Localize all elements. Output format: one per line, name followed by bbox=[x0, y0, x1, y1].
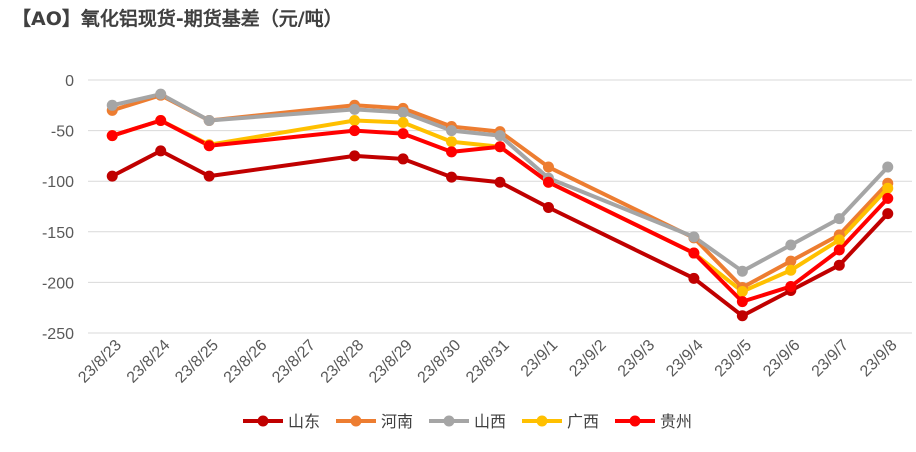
x-tick-label: 23/9/4 bbox=[663, 337, 707, 381]
data-point bbox=[882, 182, 894, 194]
y-tick-label: 0 bbox=[65, 73, 74, 90]
x-tick-label: 23/9/1 bbox=[518, 337, 562, 381]
data-point bbox=[494, 141, 506, 153]
data-point bbox=[203, 114, 215, 126]
x-tick-label: 23/8/30 bbox=[415, 337, 465, 387]
legend-label: 山西 bbox=[474, 412, 506, 431]
series-line-河南 bbox=[110, 93, 890, 290]
data-point bbox=[397, 128, 409, 140]
x-tick-label: 23/9/6 bbox=[760, 337, 804, 381]
y-axis-ticks: 0 -50 -100 -150 -200 -250 bbox=[42, 73, 74, 343]
data-point bbox=[155, 145, 167, 157]
x-tick-label: 23/9/5 bbox=[712, 337, 756, 381]
data-point bbox=[785, 239, 797, 251]
legend-swatch-marker bbox=[536, 415, 548, 427]
x-tick-label: 23/8/23 bbox=[75, 337, 125, 387]
data-point bbox=[833, 234, 845, 246]
chart-title: 【AO】氧化铝现货-期货基差（元/吨） bbox=[12, 8, 343, 30]
data-point bbox=[155, 88, 167, 100]
x-tick-label: 23/8/29 bbox=[366, 337, 416, 387]
legend-swatch-marker bbox=[629, 415, 641, 427]
y-tick-label: -150 bbox=[42, 225, 74, 242]
data-point bbox=[106, 170, 118, 182]
data-point bbox=[397, 153, 409, 165]
data-point bbox=[688, 247, 700, 259]
data-point bbox=[106, 130, 118, 142]
data-point bbox=[785, 264, 797, 276]
data-point bbox=[736, 265, 748, 277]
data-point bbox=[542, 176, 554, 188]
x-tick-label: 23/9/2 bbox=[566, 337, 610, 381]
legend-swatch-marker bbox=[443, 415, 455, 427]
data-point bbox=[833, 244, 845, 256]
data-point bbox=[349, 150, 361, 162]
data-point bbox=[494, 130, 506, 142]
data-point bbox=[397, 106, 409, 118]
data-point bbox=[882, 192, 894, 204]
y-tick-label: -50 bbox=[51, 124, 74, 141]
data-point bbox=[446, 125, 458, 137]
data-point bbox=[349, 103, 361, 115]
data-point bbox=[542, 161, 554, 173]
data-point bbox=[882, 208, 894, 220]
x-tick-label: 23/8/28 bbox=[318, 337, 368, 387]
data-point bbox=[785, 255, 797, 267]
data-point bbox=[833, 259, 845, 271]
data-point bbox=[736, 296, 748, 308]
x-tick-label: 23/8/31 bbox=[463, 337, 513, 387]
data-point bbox=[397, 117, 409, 129]
data-point bbox=[349, 125, 361, 137]
data-point bbox=[542, 202, 554, 214]
data-point bbox=[203, 140, 215, 152]
x-tick-label: 23/8/27 bbox=[269, 337, 319, 387]
data-point bbox=[688, 272, 700, 284]
x-tick-label: 23/8/25 bbox=[172, 337, 222, 387]
data-point bbox=[785, 280, 797, 292]
data-point bbox=[688, 231, 700, 243]
x-tick-label: 23/9/3 bbox=[615, 337, 659, 381]
data-point bbox=[736, 310, 748, 322]
y-tick-label: -250 bbox=[42, 326, 74, 343]
data-point bbox=[882, 161, 894, 173]
data-point bbox=[203, 170, 215, 182]
data-point bbox=[446, 146, 458, 158]
legend: 山东 河南 山西 广西 贵州 bbox=[243, 412, 692, 431]
y-tick-label: -100 bbox=[42, 174, 74, 191]
data-point bbox=[833, 213, 845, 225]
data-point bbox=[736, 286, 748, 298]
data-point bbox=[106, 99, 118, 111]
legend-label: 贵州 bbox=[660, 412, 692, 431]
legend-swatch-marker bbox=[350, 415, 362, 427]
y-tick-label: -200 bbox=[42, 275, 74, 292]
data-point bbox=[446, 136, 458, 148]
x-tick-label: 23/9/8 bbox=[857, 337, 901, 381]
legend-label: 河南 bbox=[381, 412, 413, 431]
x-axis-ticks: 23/8/2323/8/2423/8/2523/8/2623/8/2723/8/… bbox=[75, 337, 900, 387]
legend-label: 山东 bbox=[288, 412, 320, 431]
x-tick-label: 23/8/26 bbox=[221, 337, 271, 387]
x-tick-label: 23/9/7 bbox=[809, 337, 853, 381]
series-points bbox=[106, 88, 894, 322]
x-tick-label: 23/8/24 bbox=[124, 337, 174, 387]
data-point bbox=[494, 176, 506, 188]
data-point bbox=[446, 171, 458, 183]
legend-swatch-marker bbox=[257, 415, 269, 427]
data-point bbox=[155, 114, 167, 126]
data-point bbox=[349, 114, 361, 126]
legend-label: 广西 bbox=[567, 412, 599, 431]
